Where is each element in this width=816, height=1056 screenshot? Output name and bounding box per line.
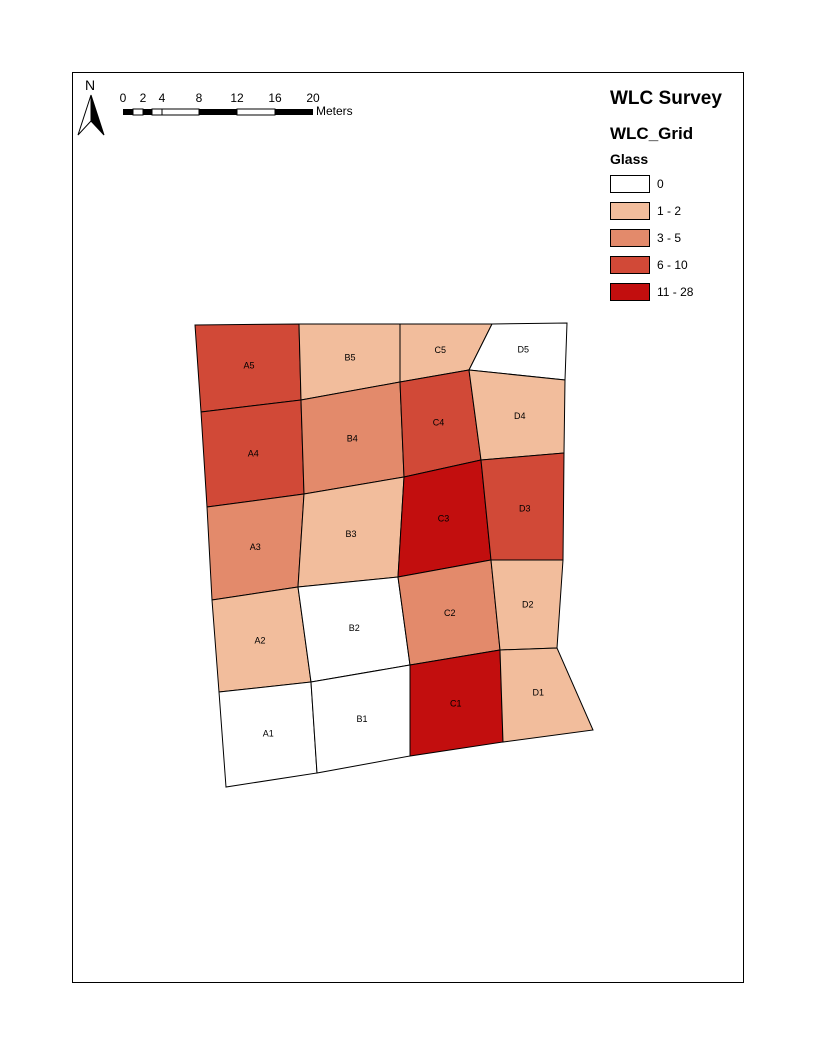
legend-swatch xyxy=(610,175,650,193)
legend-swatch xyxy=(610,283,650,301)
legend-item: 3 - 5 xyxy=(610,229,693,256)
grid-cell-label: D2 xyxy=(522,600,534,610)
scale-tick-label: 2 xyxy=(140,91,147,105)
north-arrow-icon: N xyxy=(77,77,105,136)
legend-label: 11 - 28 xyxy=(657,285,694,299)
legend-swatch xyxy=(610,256,650,274)
legend-item: 11 - 28 xyxy=(610,283,693,310)
grid-cell-label: B1 xyxy=(356,714,367,724)
grid-cell-label: A5 xyxy=(243,360,254,370)
legend: 0 1 - 2 3 - 5 6 - 10 11 - 28 xyxy=(610,175,693,310)
grid-cell-label: B2 xyxy=(349,623,360,633)
grid-cell-label: B3 xyxy=(345,529,356,539)
grid-cell-label: D5 xyxy=(518,344,530,354)
legend-label: 6 - 10 xyxy=(657,258,688,272)
legend-item: 0 xyxy=(610,175,693,202)
grid-cell-label: C2 xyxy=(444,608,456,618)
grid-cell-label: D3 xyxy=(519,503,531,513)
scale-tick-label: 8 xyxy=(196,91,203,105)
grid-cell-label: A4 xyxy=(248,448,259,458)
map-frame xyxy=(72,72,744,983)
grid-cell-label: C4 xyxy=(433,417,445,427)
scale-units: Meters xyxy=(316,104,353,118)
grid-cell-d1 xyxy=(499,647,594,743)
scale-tick-label: 16 xyxy=(268,91,282,105)
legend-swatch xyxy=(610,202,650,220)
grid-cell-label: B4 xyxy=(347,433,358,443)
grid-cell-label: A1 xyxy=(263,729,274,739)
scale-tick-label: 12 xyxy=(230,91,244,105)
scale-bar: 0 2 4 8 12 16 20 Meters xyxy=(120,91,353,118)
legend-layer-name: WLC_Grid xyxy=(610,124,694,143)
grid-cell-label: B5 xyxy=(344,353,355,363)
north-label: N xyxy=(85,77,95,93)
legend-label: 1 - 2 xyxy=(657,204,682,218)
legend-label: 3 - 5 xyxy=(657,231,682,245)
scale-tick-label: 0 xyxy=(120,91,127,105)
grid-cell-label: C5 xyxy=(435,345,447,355)
map-title: WLC Survey xyxy=(610,88,722,109)
scale-tick-labels: 0 2 4 8 12 16 20 xyxy=(120,91,320,105)
grid-cell-label: C3 xyxy=(438,514,450,524)
legend-label: 0 xyxy=(657,177,664,191)
grid-cell-label: D4 xyxy=(514,411,526,421)
scale-tick-label: 4 xyxy=(159,91,166,105)
survey-grid: A5 B5 C5 D5 A4 B4 C4 D4 A3 B3 C3 D3 A2 B2 C2 D2 A1 B1 C1 D1 xyxy=(194,322,594,788)
grid-cell-label: A2 xyxy=(254,635,265,645)
grid-cell-label: D1 xyxy=(533,688,545,698)
scale-tick-label: 20 xyxy=(306,91,320,105)
legend-field-name: Glass xyxy=(610,151,649,167)
grid-cell-label: C1 xyxy=(450,698,462,708)
legend-item: 6 - 10 xyxy=(610,256,693,283)
legend-item: 1 - 2 xyxy=(610,202,693,229)
grid-cell-label: A3 xyxy=(250,542,261,552)
legend-swatch xyxy=(610,229,650,247)
